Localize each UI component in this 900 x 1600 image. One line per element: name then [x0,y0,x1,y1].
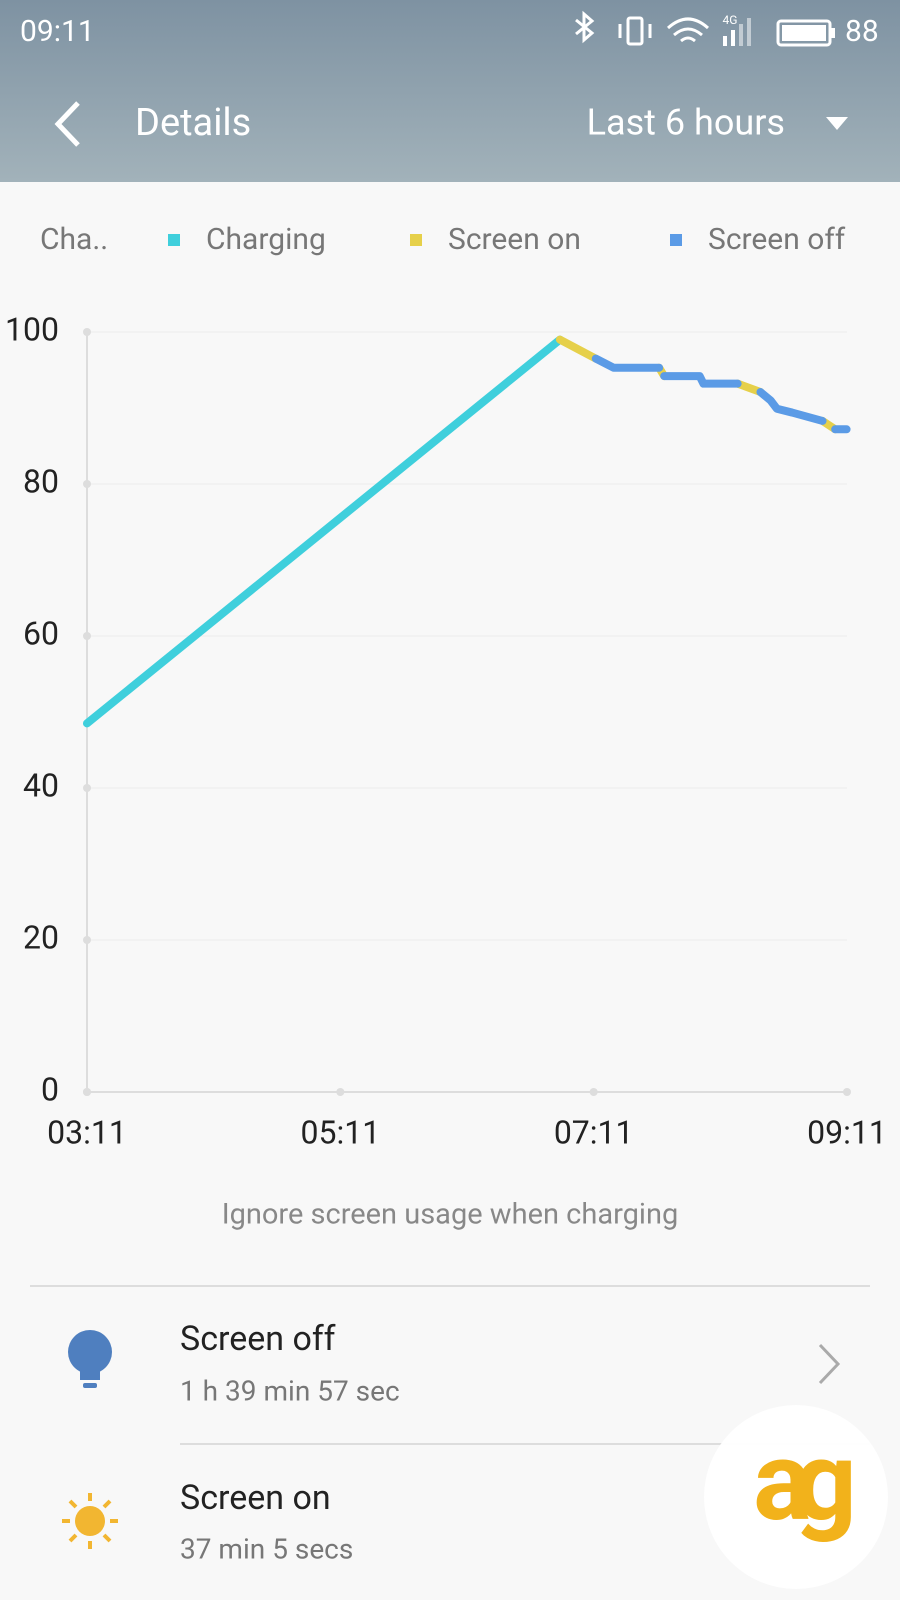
dropdown-arrow[interactable] [826,117,848,130]
watermark: ag [753,1417,851,1546]
y-tick-label: 40 [23,766,59,804]
tick-dot [83,936,91,944]
y-tick-label: 100 [5,310,59,348]
range-selector[interactable]: Last 6 hours [587,102,785,144]
tick-dot [83,328,91,336]
signal-icon [723,18,835,46]
x-tick-label: 05:11 [300,1113,380,1151]
series-line [591,354,851,434]
legend-title: Cha.. [40,222,108,257]
chevron[interactable] [818,1343,841,1385]
legend-label: Charging [206,222,326,257]
status-icons [575,10,832,47]
tick-dot [843,1088,851,1096]
header-title: Details [135,101,251,145]
y-tick-label: 60 [23,614,59,652]
tick-dot [83,784,91,792]
network-label: 4G [723,13,738,27]
legend-label: Screen on [448,222,581,257]
tick-dot [336,1088,345,1096]
x-tick-label: 09:11 [807,1113,887,1151]
y-tick-label: 0 [41,1070,59,1108]
watermark-bg [704,1405,888,1589]
x-tick-label: 03:11 [47,1113,127,1151]
legend-swatch [168,234,180,246]
legend-swatch [410,234,422,246]
item-detail: 37 min 5 secs [180,1532,353,1565]
chart: Charging Screen on Screen off 0 20 40 60 80 100 0… [5,222,887,1152]
battery-level: 88 [845,14,879,49]
item-title[interactable]: Screen on [180,1478,331,1518]
screen-off-icon [68,1330,112,1388]
y-tick-label: 20 [23,918,59,956]
screen-on-icon [62,1493,118,1549]
item-title[interactable]: Screen off [180,1319,336,1359]
status-time: 09:11 [20,14,95,49]
y-tick-label: 80 [23,462,59,500]
legend-swatch [670,234,682,246]
tick-dot [589,1088,598,1096]
legend-label: Screen off [708,222,846,257]
tick-dot [83,632,91,640]
series-line [83,335,564,728]
item-detail: 1 h 39 min 57 sec [180,1374,400,1407]
back-button[interactable] [54,101,80,147]
tick-dot [83,480,91,488]
series-line [555,335,840,434]
note: Ignore screen usage when charging [222,1198,679,1232]
header-bg [0,0,900,182]
tick-dot [83,1088,91,1096]
x-tick-label: 07:11 [554,1113,634,1151]
